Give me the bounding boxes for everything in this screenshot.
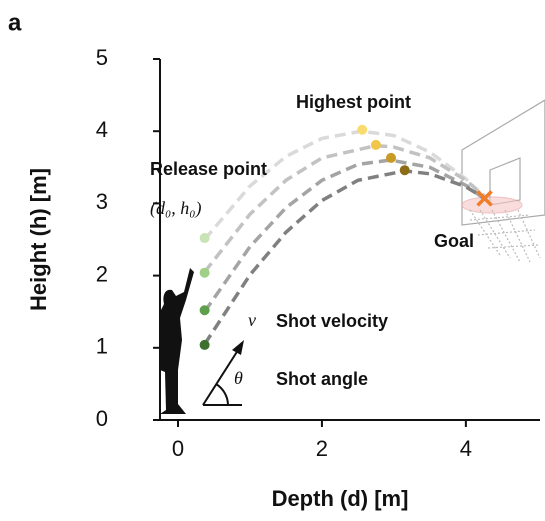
- velocity-label: Shot velocity: [276, 311, 388, 331]
- y-tick-label: 4: [96, 117, 108, 142]
- release-points: [200, 268, 210, 278]
- release-points: [200, 233, 210, 243]
- highest-points: [400, 165, 410, 175]
- goal-label: Goal: [434, 231, 474, 251]
- x-tick-label: 2: [316, 436, 328, 461]
- angle-symbol: θ: [234, 368, 243, 388]
- x-axis-title: Depth (d) [m]: [272, 486, 409, 511]
- release-points: [200, 340, 210, 350]
- y-tick-label: 2: [96, 261, 108, 286]
- release-point-symbol: (d₀, h₀): [150, 198, 202, 219]
- y-tick-label: 3: [96, 189, 108, 214]
- highest-point-label: Highest point: [296, 92, 411, 112]
- release-points: [200, 305, 210, 315]
- release-point-label: Release point: [150, 159, 267, 179]
- highest-points: [386, 153, 396, 163]
- y-tick-label: 0: [96, 406, 108, 431]
- chart: a 0 1 2 3 4 5 0 2 4 Depth (d) [m] Height (h) [m] Go…: [0, 0, 545, 521]
- y-axis-title: Height (h) [m]: [26, 168, 51, 311]
- backboard: [462, 100, 545, 262]
- x-tick-label: 4: [460, 436, 472, 461]
- trajectory: [205, 131, 485, 239]
- velocity-symbol: v: [248, 310, 256, 330]
- highest-points: [357, 125, 367, 135]
- angle-label: Shot angle: [276, 369, 368, 389]
- y-tick-label: 1: [96, 334, 108, 359]
- x-tick-label: 0: [172, 436, 184, 461]
- y-tick-label: 5: [96, 45, 108, 70]
- highest-points: [371, 140, 381, 150]
- player-silhouette: [160, 268, 194, 414]
- panel-label: a: [8, 9, 22, 36]
